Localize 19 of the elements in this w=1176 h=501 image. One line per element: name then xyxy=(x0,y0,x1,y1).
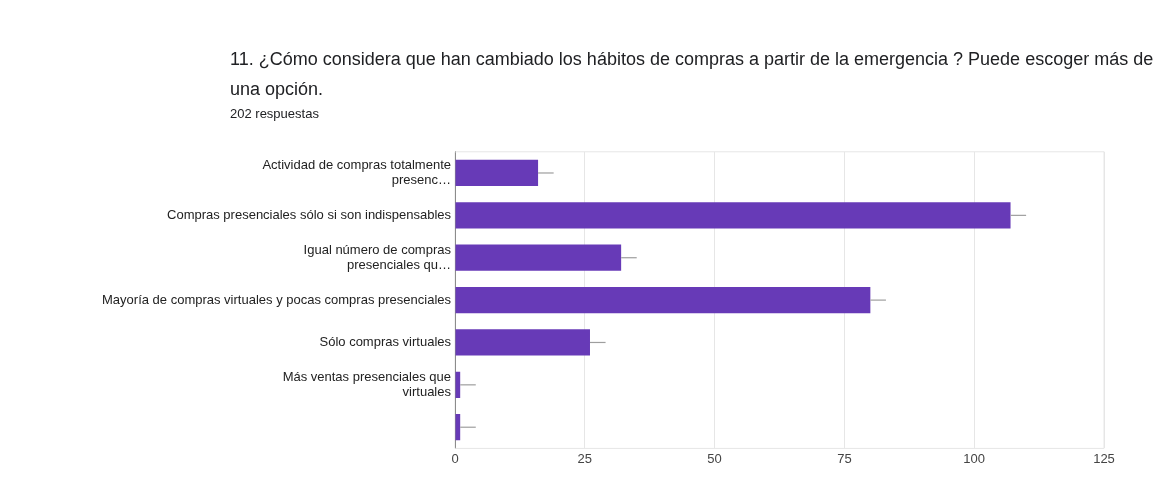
bar xyxy=(455,202,1011,229)
chart-title: 11. ¿Cómo considera que han cambiado los hábitos de compras a partir de la emergencia ? Puede escoger más de una opción. xyxy=(230,48,1155,101)
x-tick-label: 0 xyxy=(451,450,459,466)
text: 202 respuestas xyxy=(230,106,319,121)
bar xyxy=(455,286,871,314)
y-tick-label: Actividad de compras totalmente presenc… xyxy=(262,156,451,188)
y-tick-label: Igual número de compras presenciales qu… xyxy=(303,241,452,273)
x-tick-label: 50 xyxy=(707,450,722,466)
y-tick-label: Sólo compras virtuales xyxy=(319,334,452,350)
bar xyxy=(455,159,539,187)
x-tick-label: 25 xyxy=(577,450,593,466)
x-tick-label: 75 xyxy=(837,450,852,466)
y-tick-label: Mayoría de compras virtuales y pocas compras presenciales xyxy=(102,291,452,307)
x-tick-label: 100 xyxy=(963,450,986,466)
bar xyxy=(455,244,622,271)
y-tick-label: Compras presenciales sólo si son indispensables xyxy=(167,206,452,222)
x-tick-label: 125 xyxy=(1093,450,1115,466)
y-tick-label: Más ventas presenciales que virtuales xyxy=(282,368,452,400)
bar xyxy=(455,329,590,356)
